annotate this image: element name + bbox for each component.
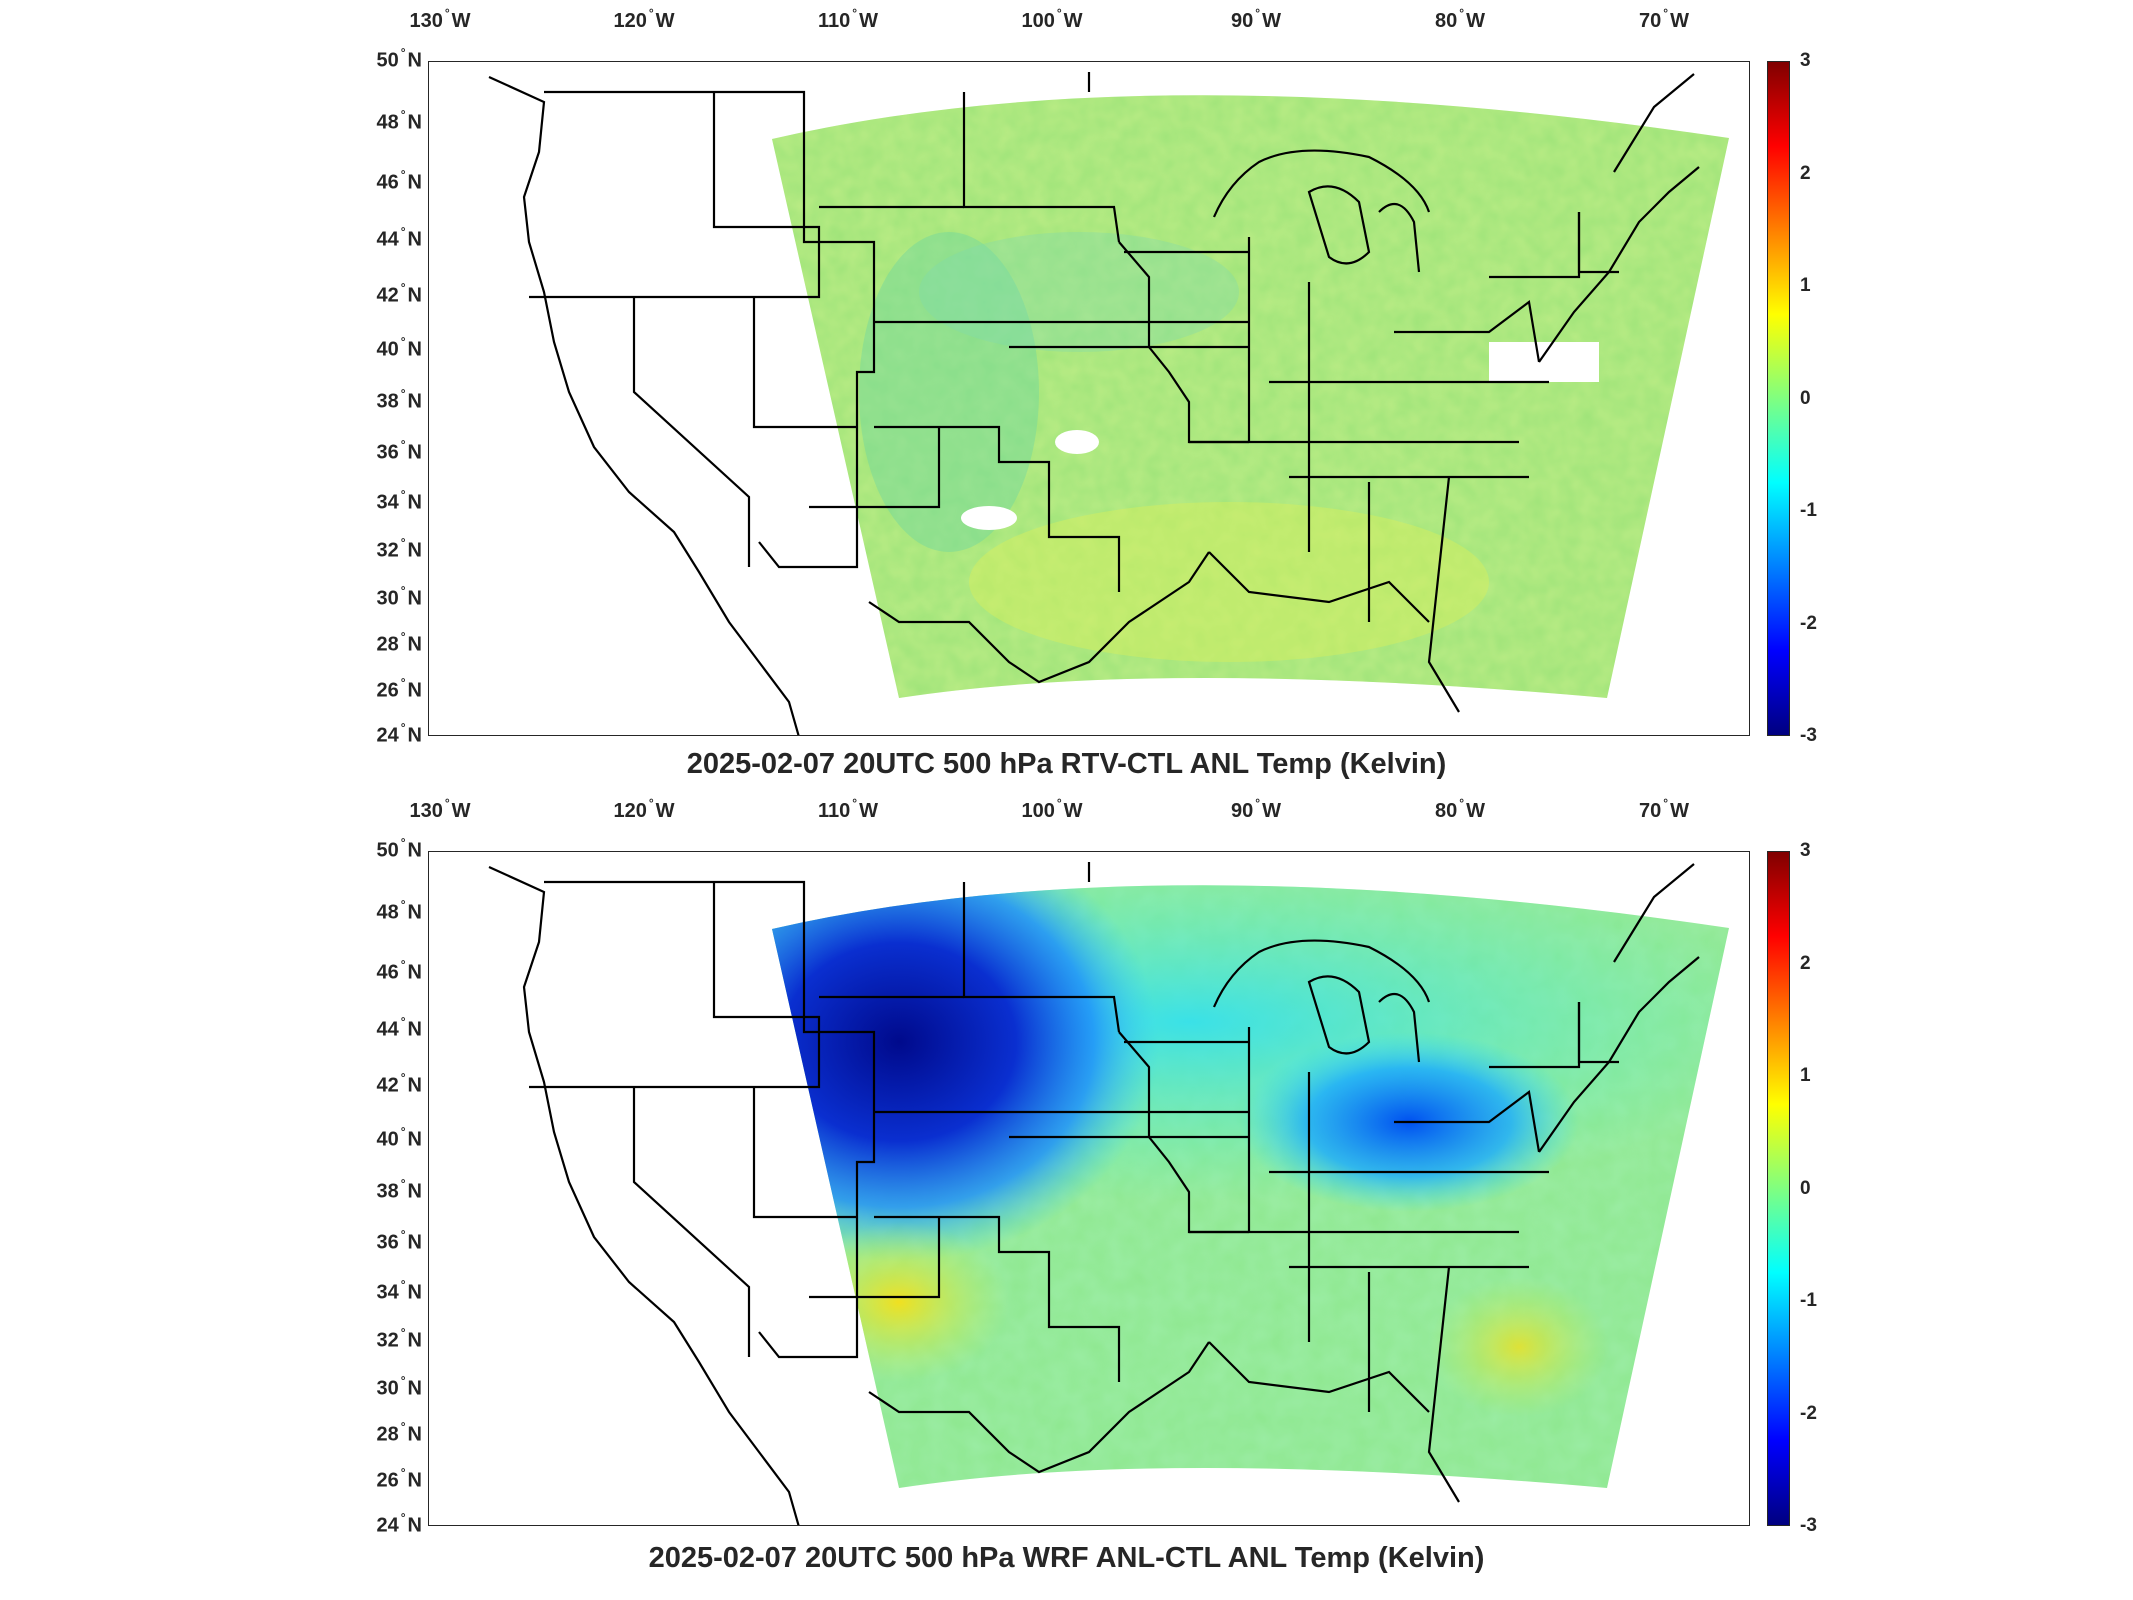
latitude-label: 50 ° N — [376, 45, 422, 72]
colorbar-tick-label: 2 — [1800, 162, 1811, 184]
latitude-label: 42 ° N — [376, 280, 422, 307]
latitude-label: 40 ° N — [376, 1124, 422, 1151]
colorbar-tick-label: -1 — [1800, 500, 1817, 521]
latitude-label: 34 ° N — [376, 1277, 422, 1304]
latitude-label: 28 ° N — [376, 629, 422, 656]
colorbar-tick-label: 1 — [1800, 275, 1811, 296]
latitude-label: 32 ° N — [376, 1325, 422, 1352]
longitude-label: 90 ° W — [1231, 6, 1281, 32]
latitude-label: 26 ° N — [376, 1465, 422, 1492]
latitude-label: 24 ° N — [376, 1510, 422, 1537]
map-frame — [428, 61, 1750, 736]
panel-title: 2025-02-07 20UTC 500 hPa WRF ANL-CTL ANL… — [648, 1542, 1485, 1574]
latitude-label: 30 ° N — [376, 1373, 422, 1400]
colorbar — [1767, 61, 1790, 736]
map-panel-wrf-ctl: 130 ° W 120 ° W 110 ° W 100 ° W 90 ° W 80 ° W 70 ° W 50 ° N 48 °… — [0, 790, 2133, 1600]
longitude-label: 130 ° W — [409, 6, 471, 32]
longitude-label: 80 ° W — [1435, 6, 1485, 32]
colorbar-tick-label: 3 — [1800, 50, 1811, 71]
latitude-label: 26 ° N — [376, 675, 422, 702]
colorbar-tick-label: 1 — [1800, 1065, 1811, 1086]
difference-field — [772, 95, 1729, 699]
colorbar-tick-label: 0 — [1800, 1177, 1811, 1199]
map-plot — [488, 862, 1729, 1525]
latitude-label: 30 ° N — [376, 583, 422, 610]
coastlines-and-borders — [488, 862, 1700, 1525]
coastlines-and-borders — [488, 72, 1700, 735]
colorbar-tick-label: -1 — [1800, 1290, 1817, 1311]
latitude-label: 34 ° N — [376, 487, 422, 514]
latitude-label: 48 ° N — [376, 897, 422, 924]
latitude-label: 38 ° N — [376, 386, 422, 413]
longitude-label: 130 ° W — [409, 796, 471, 822]
longitude-label: 70 ° W — [1639, 796, 1689, 822]
latitude-label: 28 ° N — [376, 1419, 422, 1446]
latitude-label: 36 ° N — [376, 1227, 422, 1254]
longitude-label: 120 ° W — [613, 796, 675, 822]
latitude-label: 42 ° N — [376, 1070, 422, 1097]
map-panel-rtv-ctl: 130 ° W 120 ° W 110 ° W 100 ° W 90 ° W 80 ° W 70 ° W 50 ° N 48 °… — [0, 0, 2133, 790]
difference-field — [772, 885, 1729, 1489]
longitude-label: 100 ° W — [1021, 796, 1083, 822]
longitude-label: 120 ° W — [613, 6, 675, 32]
colorbar-tick-label: 3 — [1800, 840, 1811, 861]
colorbar — [1767, 851, 1790, 1526]
latitude-label: 36 ° N — [376, 437, 422, 464]
map-frame — [428, 851, 1750, 1526]
longitude-label: 100 ° W — [1021, 6, 1083, 32]
latitude-label: 40 ° N — [376, 334, 422, 361]
colorbar-tick-label: -2 — [1800, 612, 1817, 634]
latitude-label: 48 ° N — [376, 107, 422, 134]
colorbar-tick-label: -2 — [1800, 1402, 1817, 1424]
missing-data-patch — [1489, 342, 1599, 382]
latitude-label: 44 ° N — [376, 1014, 422, 1041]
latitude-label: 32 ° N — [376, 535, 422, 562]
colorbar-tick-label: 2 — [1800, 952, 1811, 974]
latitude-label: 50 ° N — [376, 835, 422, 862]
latitude-label: 46 ° N — [376, 957, 422, 984]
panel-title: 2025-02-07 20UTC 500 hPa RTV-CTL ANL Tem… — [686, 748, 1447, 780]
longitude-label: 110 ° W — [818, 6, 878, 32]
latitude-label: 24 ° N — [376, 720, 422, 747]
latitude-label: 46 ° N — [376, 167, 422, 194]
colorbar-tick-label: -3 — [1800, 725, 1817, 746]
colorbar-tick-label: -3 — [1800, 1515, 1817, 1536]
latitude-label: 38 ° N — [376, 1176, 422, 1203]
longitude-label: 80 ° W — [1435, 796, 1485, 822]
longitude-label: 90 ° W — [1231, 796, 1281, 822]
longitude-label: 70 ° W — [1639, 6, 1689, 32]
colorbar-tick-label: 0 — [1800, 387, 1811, 409]
longitude-label: 110 ° W — [818, 796, 878, 822]
latitude-label: 44 ° N — [376, 224, 422, 251]
map-plot — [488, 72, 1729, 735]
